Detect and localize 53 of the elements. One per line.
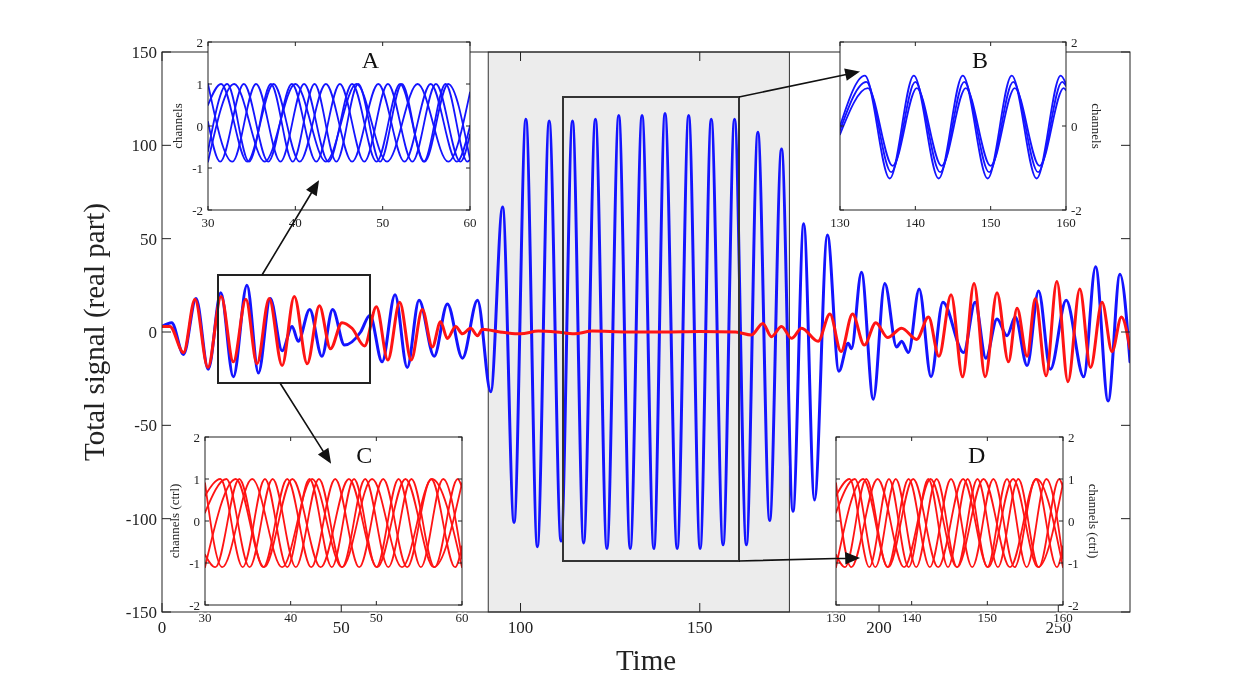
annotation: C xyxy=(356,442,373,468)
y-axis-title: channels xyxy=(1089,103,1104,149)
x-tick-label: 50 xyxy=(369,610,383,625)
x-tick-label: 130 xyxy=(826,610,846,625)
x-tick-label: 60 xyxy=(463,215,477,230)
x-tick-label: 150 xyxy=(980,215,1001,230)
x-tick-label: 60 xyxy=(455,610,469,625)
y-axis-title: channels xyxy=(170,103,185,149)
y-tick-label: -50 xyxy=(134,416,157,436)
y-tick-label: 1 xyxy=(196,76,203,92)
x-tick-label: 50 xyxy=(332,618,350,637)
x-tick-label: 30 xyxy=(198,610,212,625)
x-tick-label: 150 xyxy=(977,610,998,625)
y-tick-label: 2 xyxy=(196,34,203,50)
y-tick-label: -150 xyxy=(125,602,157,622)
y-tick-label: -1 xyxy=(189,555,200,571)
x-axis-title: Time xyxy=(615,644,677,676)
x-tick-label: 140 xyxy=(901,610,922,625)
annotation: B xyxy=(972,47,989,73)
annotation: D xyxy=(968,442,986,468)
y-axis-title: Total signal (real part) xyxy=(78,202,111,462)
y-tick-label: 50 xyxy=(140,229,157,249)
x-tick-label: 40 xyxy=(284,610,298,625)
y-tick-label: 0 xyxy=(1068,513,1075,529)
y-tick-label: 1 xyxy=(193,471,200,487)
y-tick-label: -2 xyxy=(1071,202,1082,218)
y-tick-label: 2 xyxy=(1068,429,1075,445)
x-tick-label: 200 xyxy=(866,618,892,637)
y-axis-title: channels (ctrl) xyxy=(1086,483,1101,559)
y-tick-label: -1 xyxy=(192,160,203,176)
y-tick-label: 100 xyxy=(131,136,157,156)
x-tick-label: 150 xyxy=(687,618,713,637)
y-tick-label: 0 xyxy=(148,322,157,342)
x-tick-label: 50 xyxy=(376,215,390,230)
x-tick-label: 30 xyxy=(201,215,215,230)
x-tick-label: 140 xyxy=(905,215,926,230)
y-tick-label: 0 xyxy=(193,513,200,529)
y-tick-label: 2 xyxy=(1071,34,1078,50)
y-tick-label: -2 xyxy=(189,597,200,613)
y-tick-label: 150 xyxy=(131,42,157,62)
y-tick-label: 0 xyxy=(196,118,203,134)
y-tick-label: -2 xyxy=(192,202,203,218)
y-tick-label: -100 xyxy=(125,509,157,529)
y-tick-label: 2 xyxy=(193,429,200,445)
annotation: A xyxy=(361,47,380,73)
y-tick-label: 1 xyxy=(1068,471,1075,487)
y-tick-label: -2 xyxy=(1068,597,1079,613)
y-tick-label: -1 xyxy=(1068,555,1079,571)
x-tick-label: 130 xyxy=(830,215,850,230)
y-axis-title: channels (ctrl) xyxy=(167,483,182,559)
y-tick-label: 0 xyxy=(1071,118,1078,134)
x-tick-label: 100 xyxy=(507,618,534,637)
x-tick-label: 160 xyxy=(1056,215,1076,230)
